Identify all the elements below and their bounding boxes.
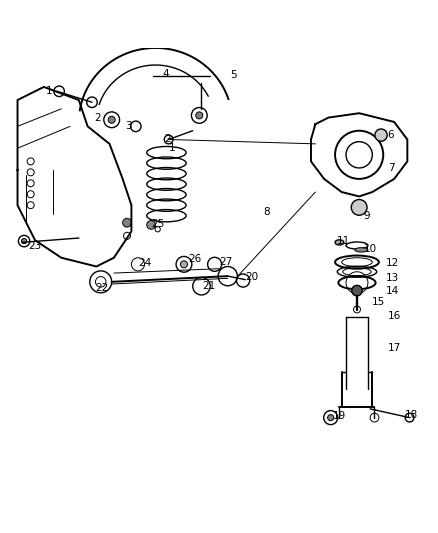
- Ellipse shape: [355, 248, 368, 252]
- Text: 20: 20: [245, 272, 258, 282]
- Text: 5: 5: [230, 70, 237, 80]
- Text: 1: 1: [46, 86, 53, 96]
- Text: 22: 22: [95, 284, 109, 293]
- Text: 23: 23: [28, 241, 42, 252]
- Text: 1: 1: [169, 143, 175, 154]
- Text: 17: 17: [388, 343, 401, 352]
- Circle shape: [21, 238, 27, 244]
- Text: 10: 10: [364, 244, 377, 254]
- Circle shape: [108, 116, 115, 123]
- Text: 26: 26: [188, 254, 201, 264]
- Circle shape: [375, 129, 387, 141]
- Text: 4: 4: [162, 69, 169, 79]
- Circle shape: [351, 199, 367, 215]
- Text: 13: 13: [385, 273, 399, 283]
- Text: 2: 2: [164, 134, 171, 144]
- Text: 3: 3: [125, 122, 131, 131]
- Text: 6: 6: [388, 130, 394, 140]
- Circle shape: [147, 221, 155, 229]
- Text: 21: 21: [202, 281, 215, 291]
- Text: 16: 16: [388, 311, 401, 320]
- Circle shape: [196, 112, 203, 119]
- Text: 12: 12: [385, 258, 399, 268]
- Text: 25: 25: [151, 219, 164, 229]
- Text: 11: 11: [337, 236, 350, 246]
- Text: 14: 14: [385, 286, 399, 296]
- Circle shape: [180, 261, 187, 268]
- Circle shape: [328, 415, 334, 421]
- Text: 7: 7: [388, 163, 394, 173]
- Circle shape: [123, 219, 131, 227]
- Text: 27: 27: [219, 257, 232, 267]
- Text: 8: 8: [263, 207, 269, 217]
- Circle shape: [352, 285, 362, 296]
- Text: 24: 24: [138, 258, 151, 268]
- Text: 15: 15: [372, 296, 385, 306]
- Text: 9: 9: [364, 211, 370, 221]
- Text: 18: 18: [405, 410, 418, 421]
- Text: 19: 19: [333, 411, 346, 421]
- Ellipse shape: [335, 240, 344, 245]
- Text: 2: 2: [94, 112, 101, 123]
